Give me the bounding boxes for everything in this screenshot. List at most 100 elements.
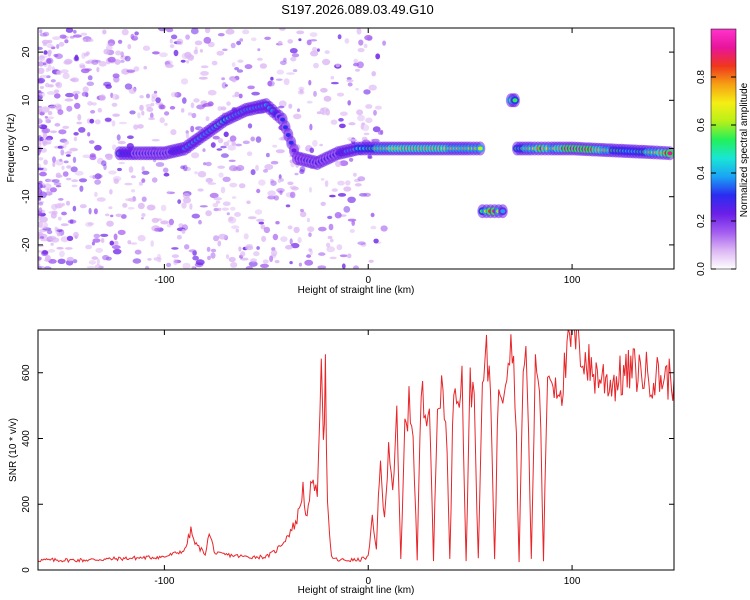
- spectrogram-speckle: [96, 66, 100, 73]
- spectrogram-speckle: [309, 186, 312, 193]
- spectrogram-speckle: [38, 221, 44, 228]
- spectrogram-speckle: [106, 42, 115, 47]
- spectrogram-speckle: [280, 60, 287, 66]
- spectrogram-speckle: [44, 116, 48, 119]
- spectrogram-speckle: [220, 145, 227, 149]
- spectrogram-speckle: [55, 185, 62, 188]
- spectrogram-speckle: [320, 178, 325, 181]
- spectrogram-speckle: [304, 259, 314, 266]
- spectrogram-speckle: [255, 136, 262, 143]
- spectrogram-speckle: [285, 204, 291, 208]
- spectrogram-speckle: [38, 167, 44, 171]
- spectrogram-speckle: [264, 164, 274, 170]
- ridge-core: [667, 151, 673, 156]
- spectrogram-speckle: [194, 40, 203, 46]
- spectrogram-speckle: [99, 94, 106, 101]
- spectrogram-speckle: [231, 225, 240, 230]
- spectrogram-speckle: [291, 53, 300, 58]
- spectrogram-speckle: [327, 235, 333, 240]
- spectrogram-speckle: [353, 58, 359, 64]
- spectrogram-speckle: [117, 229, 126, 236]
- spectrogram-speckle: [93, 233, 101, 239]
- spectrogram-speckle: [151, 177, 158, 183]
- spectrogram-speckle: [54, 226, 58, 231]
- spectrogram-speckle: [366, 36, 373, 41]
- spectrogram-speckle: [253, 251, 260, 257]
- spectrogram-speckle: [128, 166, 134, 173]
- spectrogram-speckle: [169, 106, 176, 110]
- snr-frame: [37, 329, 675, 571]
- spectrogram-speckle: [324, 50, 330, 54]
- spectrogram-speckle: [215, 200, 221, 204]
- spectrogram-speckle: [299, 166, 306, 172]
- spectrogram-speckle: [152, 51, 160, 55]
- spectrogram-speckle: [256, 218, 265, 222]
- spectrogram-speckle: [133, 124, 139, 130]
- spectrogram-speckle: [170, 91, 178, 98]
- spectrogram-speckle: [190, 28, 199, 35]
- spectrogram-speckle: [74, 102, 81, 109]
- spectrogram-speckle: [120, 214, 127, 219]
- spectrogram-speckle: [78, 126, 86, 133]
- spectrogram-speckle: [210, 248, 217, 253]
- spectrogram-speckle: [221, 207, 229, 211]
- spectrogram-speckle: [106, 220, 114, 227]
- spectrogram-speckle: [137, 112, 141, 119]
- page-title: S197.2026.089.03.49.G10: [281, 2, 434, 17]
- spectrogram-speckle: [212, 202, 219, 208]
- spectrogram-speckle: [278, 105, 285, 109]
- spectrogram-y-tick-label: 10: [21, 94, 32, 106]
- spectrogram-speckle: [45, 82, 50, 88]
- spectrogram-speckle: [368, 259, 374, 263]
- spectrogram-speckle: [105, 213, 110, 217]
- spectrogram-speckle: [56, 232, 61, 237]
- spectrogram-speckle: [120, 51, 124, 58]
- spectrogram-speckle: [279, 190, 283, 195]
- spectrogram-speckle: [141, 178, 146, 183]
- spectrogram-speckle: [278, 100, 287, 108]
- spectrogram-speckle: [229, 182, 238, 188]
- spectrogram-speckle: [318, 252, 326, 256]
- spectrogram-speckle: [144, 265, 150, 269]
- spectrogram-speckle: [255, 164, 259, 171]
- spectrogram-speckle: [377, 130, 383, 135]
- spectrogram-speckle: [326, 246, 336, 253]
- spectrogram-speckle: [47, 235, 57, 241]
- spectrogram-speckle: [157, 253, 161, 260]
- spectrogram-speckle: [266, 152, 270, 158]
- spectrogram-speckle: [180, 59, 186, 63]
- spectrogram-speckle: [238, 246, 242, 252]
- spectrogram-speckle: [327, 215, 333, 220]
- spectrogram-speckle: [312, 139, 318, 147]
- spectrogram-speckle: [61, 144, 67, 149]
- spectrogram-speckle: [223, 131, 229, 138]
- spectrogram-speckle: [267, 190, 276, 197]
- ridge-core: [291, 148, 297, 153]
- spectrogram-speckle: [151, 93, 158, 99]
- spectrogram-speckle: [250, 136, 255, 142]
- spectrogram-speckle: [272, 233, 279, 241]
- colorbar-tick-label: 0.8: [696, 70, 707, 84]
- spectrogram-speckle: [306, 217, 310, 223]
- spectrogram-speckle: [329, 256, 337, 260]
- spectrogram-speckle: [59, 158, 63, 162]
- spectrogram-speckle: [297, 108, 300, 112]
- spectrogram-speckle: [351, 220, 356, 226]
- spectrogram-speckle: [321, 107, 329, 112]
- spectrogram-speckle: [46, 188, 50, 195]
- spectrogram-speckle: [166, 28, 174, 33]
- spectrogram-speckle: [270, 76, 274, 81]
- spectrogram-speckle: [234, 91, 240, 98]
- spectrogram-speckle: [66, 105, 73, 112]
- spectrogram-speckle: [160, 220, 169, 225]
- spectrogram-speckle: [356, 109, 364, 116]
- spectrogram-speckle: [356, 61, 364, 69]
- spectrogram-speckle: [170, 34, 178, 40]
- spectrogram-speckle: [171, 247, 179, 250]
- snr-y-label: SNR (10 * v/v): [8, 418, 19, 482]
- spectrogram-speckle: [239, 38, 244, 42]
- colorbar-tick-label: 0.6: [696, 118, 707, 132]
- snr-background: [38, 330, 674, 570]
- spectrogram-speckle: [231, 78, 237, 83]
- spectrogram-speckle: [159, 104, 166, 110]
